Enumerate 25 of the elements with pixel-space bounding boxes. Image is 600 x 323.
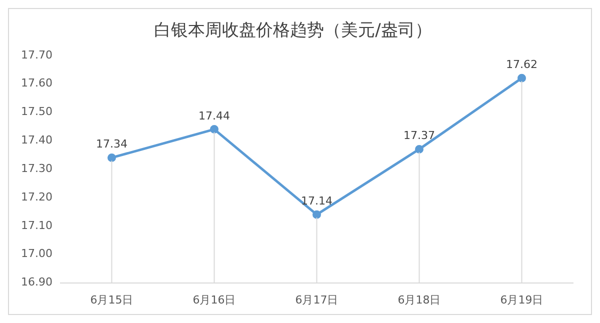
chart-title: 白银本周收盘价格趋势（美元/盎司） [154, 20, 432, 41]
data-label: 17.44 [198, 109, 230, 122]
x-tick-label: 6月16日 [192, 293, 236, 306]
point [312, 210, 321, 219]
y-tick-label: 17.70 [20, 48, 52, 62]
point [414, 144, 424, 154]
data-label: 17.37 [403, 129, 435, 142]
x-tick-label: 6月19日 [500, 293, 544, 306]
y-tick-label: 17.30 [20, 162, 52, 175]
data-label: 17.14 [300, 194, 332, 208]
x-tick-label: 6月18日 [398, 293, 441, 306]
point [210, 125, 218, 134]
y-tick-label: 17.40 [20, 134, 52, 147]
point [107, 153, 116, 162]
y-tick-label: 17.60 [20, 76, 52, 90]
x-tick-label: 6月15日 [90, 293, 134, 306]
y-tick-label: 17.50 [20, 105, 52, 118]
data-label: 17.34 [96, 138, 128, 151]
y-tick-label: 17.20 [20, 190, 52, 204]
y-tick-label: 17.10 [20, 218, 52, 232]
data-label: 17.62 [506, 58, 538, 72]
y-tick-label: 16.90 [20, 276, 52, 289]
point [518, 74, 526, 82]
y-tick-label: 17.00 [20, 247, 52, 260]
x-tick-label: 6月17日 [295, 293, 338, 306]
